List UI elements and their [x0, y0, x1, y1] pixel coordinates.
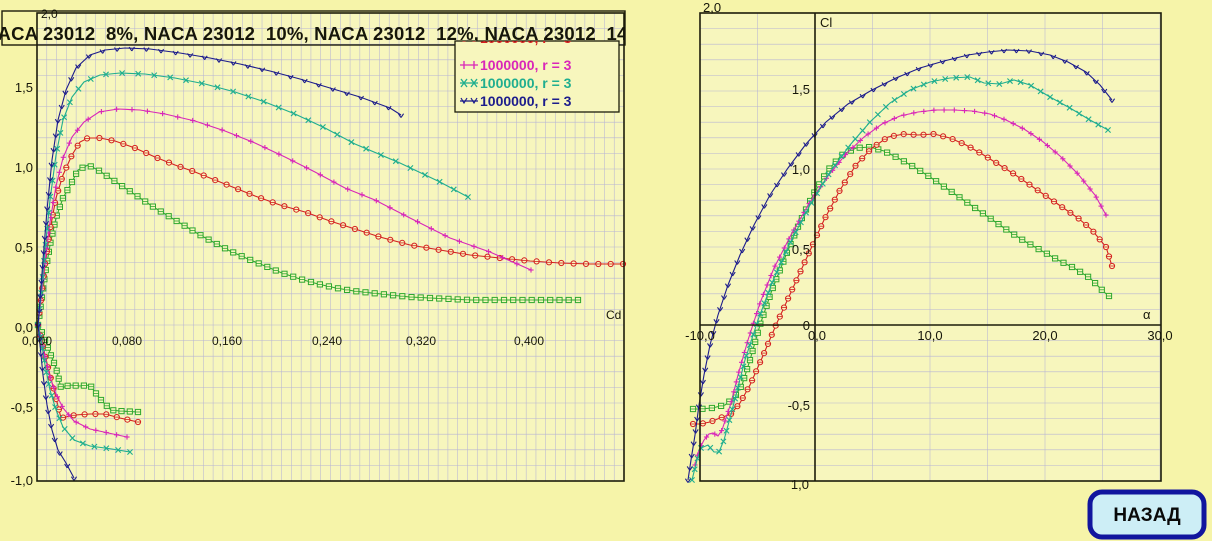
svg-text:α: α: [1143, 307, 1151, 322]
svg-text:0,160: 0,160: [212, 334, 242, 348]
svg-text:0,080: 0,080: [112, 334, 142, 348]
svg-text:30,0: 30,0: [1147, 328, 1172, 343]
svg-text:10,0: 10,0: [917, 328, 942, 343]
svg-text:-10,0: -10,0: [685, 328, 715, 343]
svg-text:-0,5: -0,5: [11, 400, 33, 415]
svg-text:2,0: 2,0: [41, 7, 58, 21]
svg-text:0,240: 0,240: [312, 334, 342, 348]
svg-text:Cd: Cd: [606, 308, 621, 322]
svg-text:-0,5: -0,5: [788, 398, 810, 413]
svg-text:Cl: Cl: [820, 15, 832, 30]
svg-text:0,5: 0,5: [792, 242, 810, 257]
svg-text:0,400: 0,400: [514, 334, 544, 348]
svg-text:2,0: 2,0: [703, 0, 721, 15]
svg-text:0,000: 0,000: [22, 334, 52, 348]
svg-text:20,0: 20,0: [1032, 328, 1057, 343]
svg-text:0,320: 0,320: [406, 334, 436, 348]
svg-text:1,0: 1,0: [15, 160, 33, 175]
svg-text:1000000, r = 3: 1000000, r = 3: [480, 75, 572, 91]
svg-text:1,0: 1,0: [791, 477, 809, 492]
svg-text:0,0: 0,0: [808, 328, 826, 343]
svg-text:0,5: 0,5: [15, 240, 33, 255]
svg-text:1000000, r = 3: 1000000, r = 3: [480, 93, 572, 109]
svg-text:-1,0: -1,0: [11, 473, 33, 488]
svg-text:НАЗАД: НАЗАД: [1113, 505, 1181, 526]
svg-text:0,0: 0,0: [15, 320, 33, 335]
svg-text:1,0: 1,0: [792, 162, 810, 177]
svg-text:1000000, r = 3: 1000000, r = 3: [480, 57, 572, 73]
svg-text:1,5: 1,5: [792, 82, 810, 97]
svg-text:1,5: 1,5: [15, 80, 33, 95]
